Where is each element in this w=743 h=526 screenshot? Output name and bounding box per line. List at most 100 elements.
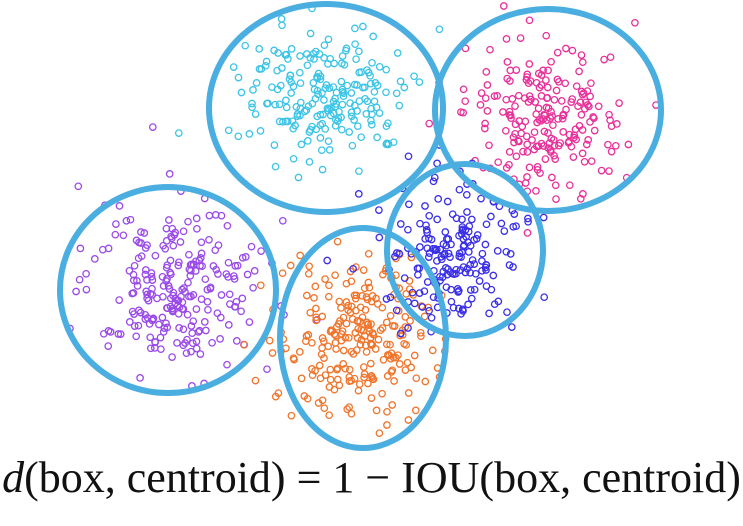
cyan-cluster-point — [279, 117, 287, 126]
orange-cluster-point — [360, 332, 369, 340]
cyan-cluster-point — [287, 89, 296, 97]
purple-cluster-point — [169, 241, 178, 250]
magenta-cluster-point — [586, 118, 594, 126]
magenta-cluster-point — [523, 148, 532, 156]
magenta-cluster-point — [490, 92, 499, 100]
orange-cluster-point — [382, 318, 391, 327]
cyan-cluster-point — [323, 104, 332, 113]
magenta-cluster-point — [605, 110, 613, 119]
orange-cluster-point — [389, 322, 397, 330]
cyan-cluster-point — [338, 52, 347, 60]
purple-cluster-point — [148, 123, 157, 131]
orange-cluster-point — [401, 366, 410, 374]
blue-cluster-point — [509, 222, 518, 231]
cyan-cluster-point — [316, 134, 325, 142]
purple-cluster-point — [226, 300, 234, 308]
formula-arguments: (box, centroid) — [24, 453, 286, 502]
orange-cluster-point — [362, 348, 371, 356]
purple-cluster-point — [208, 338, 216, 347]
magenta-cluster-point — [550, 151, 558, 160]
orange-cluster-point — [256, 281, 265, 290]
magenta-cluster-point — [575, 67, 583, 76]
magenta-cluster-point — [559, 128, 568, 136]
cyan-cluster-point — [347, 108, 356, 117]
magenta-cluster-point — [509, 133, 518, 142]
orange-cluster-point — [360, 284, 369, 293]
orange-cluster-point — [335, 297, 344, 306]
purple-cluster-point — [130, 310, 138, 318]
magenta-cluster-point — [612, 120, 621, 128]
cyan-cluster-point — [316, 110, 325, 119]
magenta-cluster-point — [521, 117, 530, 126]
magenta-cluster-point — [515, 137, 523, 146]
cyan-cluster-point — [400, 83, 409, 92]
purple-cluster-point — [245, 318, 254, 326]
blue-cluster-point — [510, 210, 519, 218]
purple-cluster-point — [166, 294, 175, 303]
cyan-cluster-point — [305, 158, 314, 166]
orange-cluster-point — [315, 361, 324, 370]
orange-cluster-point — [386, 340, 394, 349]
blue-cluster-point — [396, 220, 405, 228]
purple-cluster-point — [76, 244, 85, 253]
purple-cluster-point — [129, 270, 138, 279]
blue-cluster-point — [453, 285, 462, 293]
orange-cluster-point — [251, 376, 260, 385]
cyan-cluster-point — [343, 81, 352, 90]
magenta-cluster-point — [544, 66, 552, 75]
cyan-cluster-point — [289, 124, 298, 133]
cyan-cluster-point — [324, 35, 333, 44]
orange-cluster-point — [304, 269, 313, 278]
magenta-cluster-point — [512, 152, 521, 161]
orange-cluster-point — [404, 389, 413, 397]
orange-cluster-point — [306, 308, 315, 317]
orange-cluster-point — [354, 386, 363, 395]
blue-cluster-point — [540, 293, 549, 302]
blue-cluster-point — [434, 195, 443, 203]
magenta-cluster-point — [459, 85, 468, 94]
orange-cluster-point — [349, 350, 358, 358]
blue-cluster-point — [422, 226, 431, 234]
cyan-cluster-point — [310, 85, 319, 94]
magenta-cluster-point — [580, 157, 589, 166]
purple-cluster-point — [182, 349, 191, 358]
cyan-cluster-point — [325, 146, 334, 154]
magenta-cluster-point — [525, 16, 534, 25]
cyan-cluster-point — [375, 62, 384, 71]
blue-cluster-point — [497, 219, 506, 228]
blue-cluster-point — [447, 297, 456, 306]
orange-cluster-point — [345, 377, 354, 386]
cyan-cluster-point — [282, 96, 290, 105]
orange-cluster-point — [296, 251, 305, 260]
purple-cluster-point — [167, 270, 175, 279]
purple-cluster-point — [176, 238, 185, 246]
purple-cluster-point — [278, 216, 287, 225]
purple-cluster-point — [148, 276, 157, 284]
blue-cluster-point — [470, 260, 479, 268]
purple-cluster-point — [192, 214, 201, 223]
magenta-cluster-point — [523, 173, 531, 181]
cyan-cluster-point — [320, 41, 329, 50]
orange-cluster-point — [326, 365, 335, 374]
cyan-cluster-point — [316, 121, 325, 129]
blue-cluster-point — [485, 309, 493, 318]
blue-cluster-point — [395, 249, 404, 258]
orange-cluster-point — [357, 325, 366, 334]
magenta-cluster-point — [553, 48, 562, 57]
magenta-cluster-point — [597, 166, 606, 175]
purple-cluster-point — [223, 221, 232, 230]
cyan-cluster-point — [275, 100, 284, 109]
magenta-cluster-point — [480, 124, 489, 133]
purple-cluster-point — [162, 224, 171, 233]
purple-cluster-point — [156, 333, 165, 342]
orange-cluster-point — [353, 334, 362, 342]
blue-cluster-point — [478, 249, 487, 258]
orange-cluster-point — [345, 403, 354, 412]
cyan-cluster-point — [382, 122, 391, 131]
blue-cluster-point — [437, 255, 446, 264]
magenta-cluster-point — [521, 179, 530, 187]
purple-cluster-point — [230, 275, 239, 283]
blue-cluster-point — [415, 289, 424, 297]
magenta-cluster-point — [577, 51, 586, 59]
